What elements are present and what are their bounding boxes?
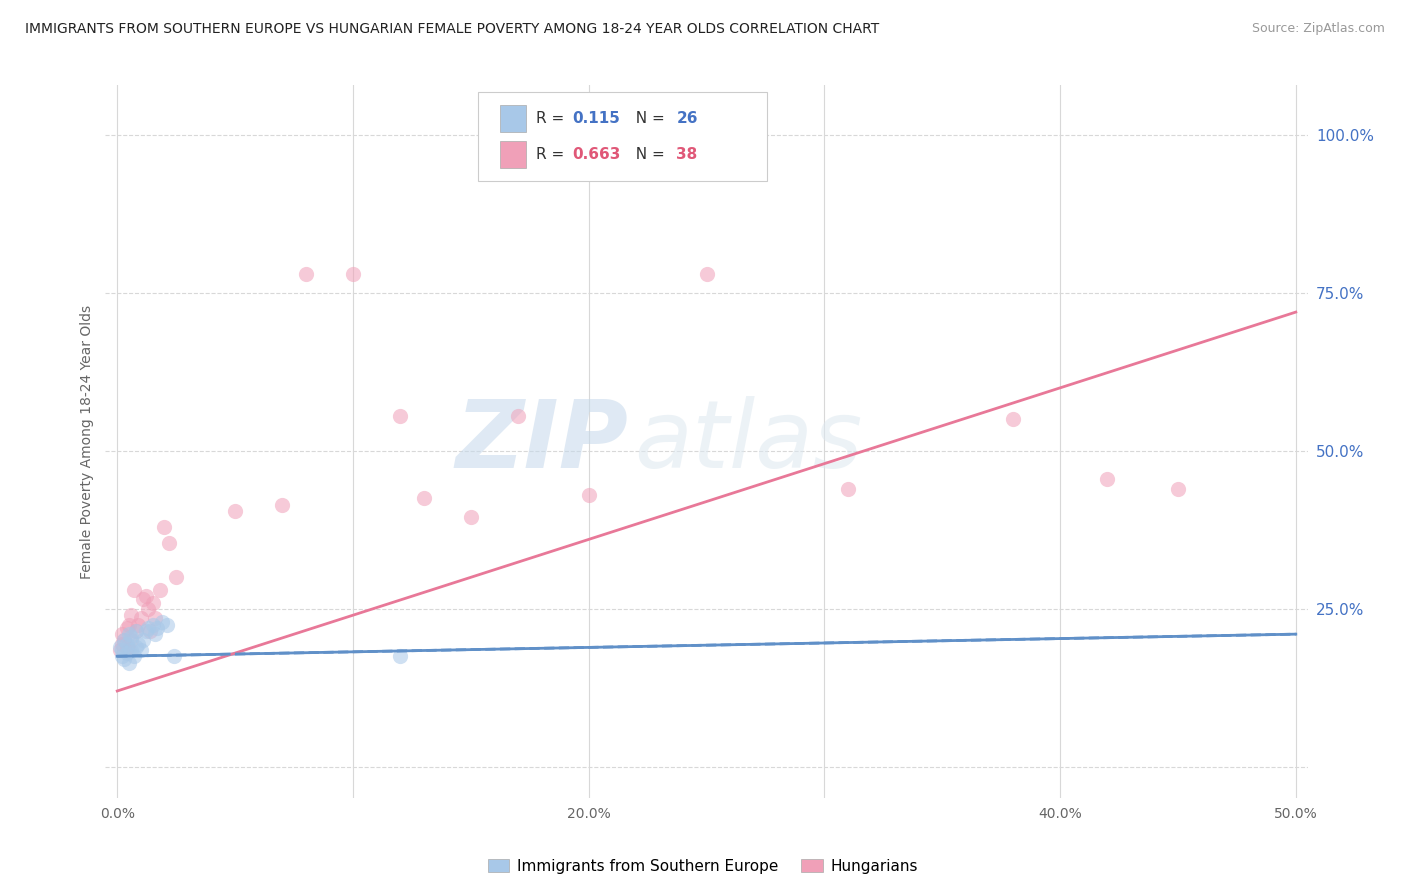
Y-axis label: Female Poverty Among 18-24 Year Olds: Female Poverty Among 18-24 Year Olds [80,304,94,579]
Text: N =: N = [626,111,669,126]
Text: N =: N = [626,147,669,162]
Point [389,409,412,424]
Point [163,649,186,664]
FancyBboxPatch shape [499,105,526,132]
Point [150,615,173,629]
Text: atlas: atlas [634,396,863,487]
Point [136,621,159,635]
Point [146,621,169,635]
Legend: Immigrants from Southern Europe, Hungarians: Immigrants from Southern Europe, Hungari… [482,853,924,880]
Text: R =: R = [536,111,569,126]
Point [120,633,142,648]
Point [1097,472,1119,486]
Point [135,624,157,638]
Point [143,627,166,641]
Point [132,592,155,607]
Point [165,570,187,584]
Point [118,617,141,632]
Point [108,640,131,654]
Point [118,643,141,657]
Text: 0.663: 0.663 [572,147,620,162]
Point [115,637,138,651]
Point [149,582,172,597]
Point [111,637,134,651]
Point [118,627,141,641]
Text: 26: 26 [676,111,697,126]
Text: Source: ZipAtlas.com: Source: ZipAtlas.com [1251,22,1385,36]
Point [129,611,152,625]
Point [837,482,859,496]
Point [125,640,148,654]
Point [115,621,138,635]
Point [122,582,145,597]
Point [578,488,600,502]
Point [122,649,145,664]
Point [111,627,134,641]
Point [132,633,155,648]
Point [118,656,141,670]
Point [125,624,148,638]
Point [112,652,135,666]
Point [271,498,294,512]
Point [112,633,135,648]
Point [115,640,138,654]
Point [1001,412,1024,426]
Point [108,643,131,657]
Point [153,520,176,534]
Point [115,646,138,660]
Point [125,624,148,638]
Point [460,510,482,524]
Text: 0.115: 0.115 [572,111,620,126]
Point [112,633,135,648]
Point [295,267,318,281]
Point [111,649,134,664]
Text: IMMIGRANTS FROM SOUTHERN EUROPE VS HUNGARIAN FEMALE POVERTY AMONG 18-24 YEAR OLD: IMMIGRANTS FROM SOUTHERN EUROPE VS HUNGA… [25,22,880,37]
Point [120,630,142,644]
Point [111,643,134,657]
Point [224,504,246,518]
Point [129,643,152,657]
Point [136,602,159,616]
Text: ZIP: ZIP [456,395,628,488]
Point [120,643,142,657]
Point [342,267,364,281]
Point [139,624,162,638]
Point [157,535,180,549]
Point [135,589,157,603]
Point [412,491,434,506]
Point [389,649,412,664]
Point [127,637,149,651]
Text: R =: R = [536,147,569,162]
Point [143,611,166,625]
Point [142,596,165,610]
Point [1167,482,1189,496]
Point [156,617,179,632]
FancyBboxPatch shape [478,92,766,181]
Point [142,617,165,632]
Point [120,608,142,623]
Point [696,267,718,281]
FancyBboxPatch shape [499,141,526,168]
Text: 38: 38 [676,147,697,162]
Point [127,617,149,632]
Point [506,409,529,424]
